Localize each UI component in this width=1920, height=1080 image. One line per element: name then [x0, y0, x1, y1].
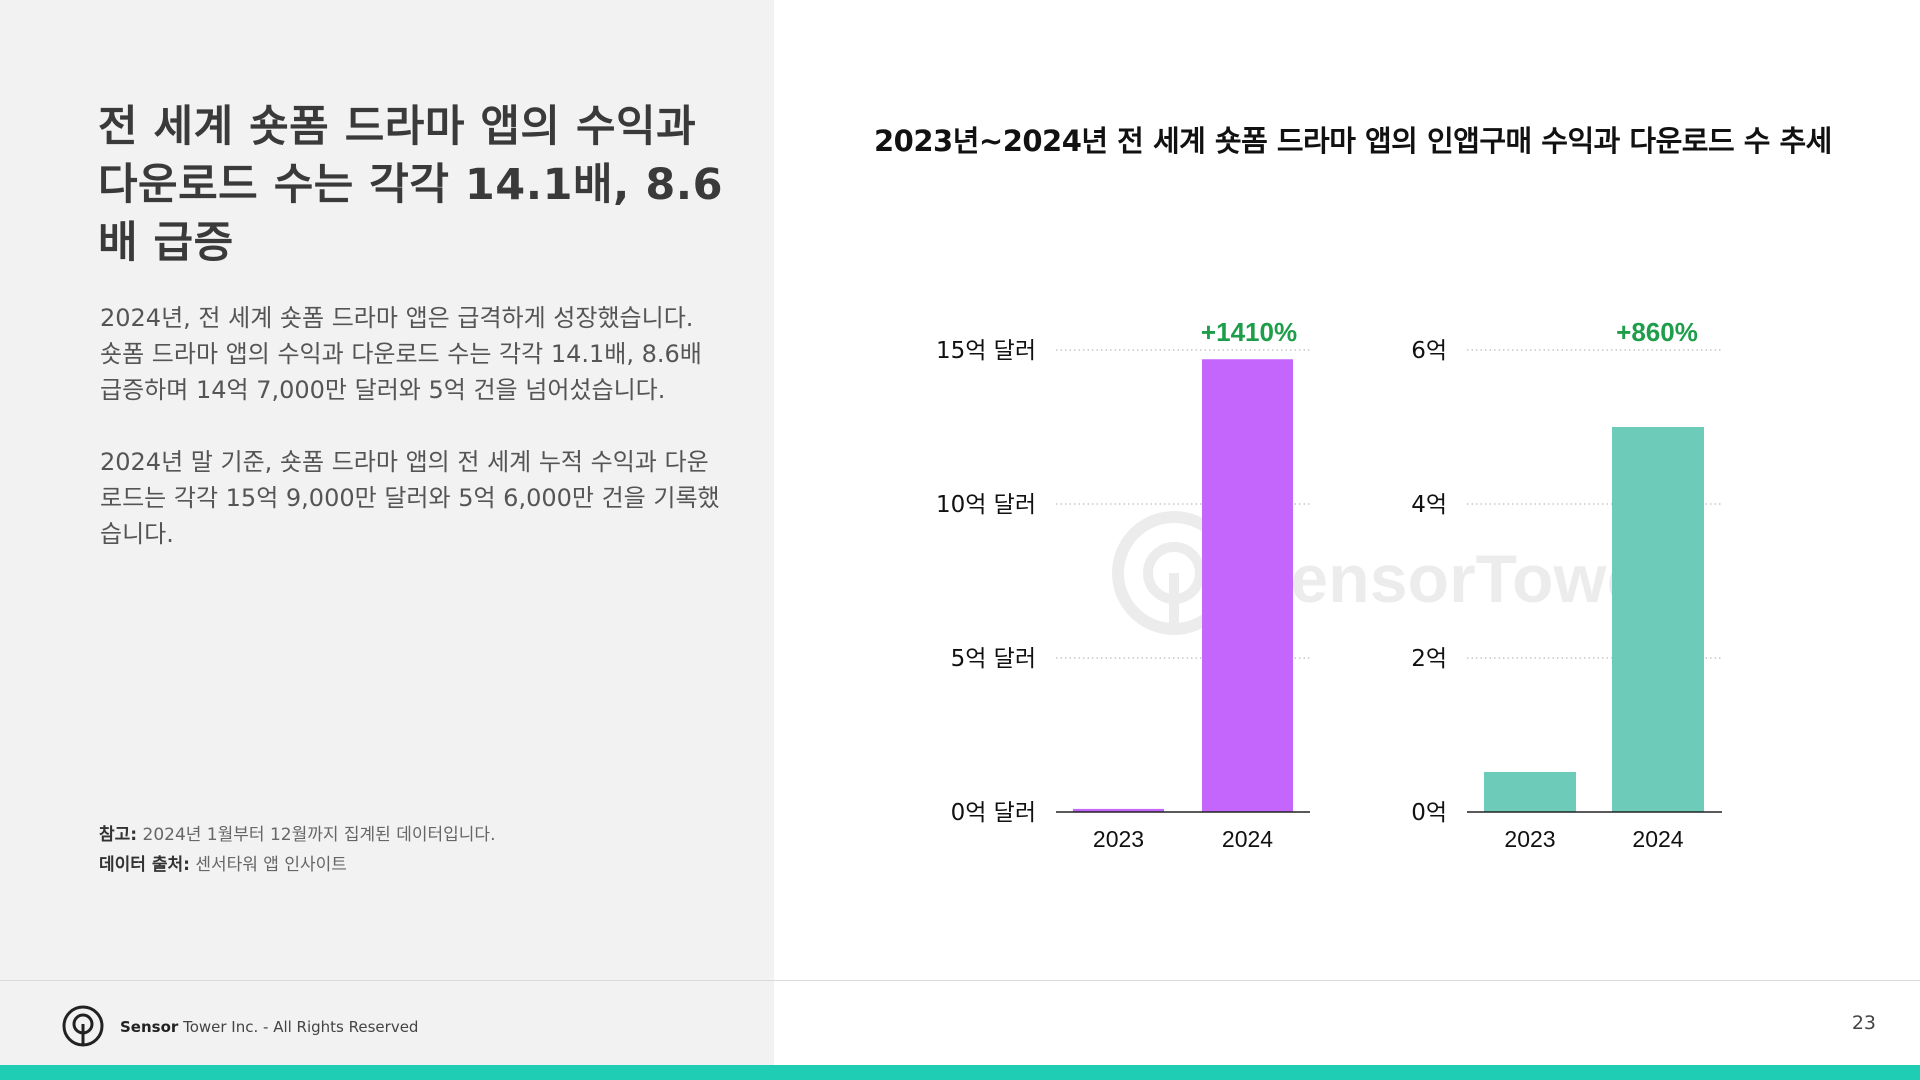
chart-2-bar-2023 — [1484, 771, 1576, 812]
headline: 전 세계 숏폼 드라마 앱의 수익과 다운로드 수는 각각 14.1배, 8.6… — [98, 102, 724, 268]
bar-charts: SensorTower 0억 달러 5억 달러 10억 달러 15억 달러 2023 20… — [936, 317, 1722, 852]
body-paragraph-1: 2024년, 전 세계 숏폼 드라마 앱은 급격하게 성장했습니다. 숏폼 드라… — [100, 304, 702, 404]
sensor-tower-watermark: SensorTower — [1112, 511, 1671, 635]
reference-label: 참고: — [99, 825, 138, 845]
chart-1-bar-2024 — [1202, 359, 1293, 812]
chart-2-y-tick-label: 4억 — [1411, 492, 1447, 518]
chart-1-y-tick-label: 5억 달러 — [951, 646, 1036, 672]
chart-1-x-tick-label: 2024 — [1222, 826, 1273, 852]
sensor-tower-logo-icon — [62, 1005, 104, 1047]
chart-2-growth-label: +860% — [1616, 317, 1698, 347]
chart-2-x-tick-label: 2023 — [1504, 826, 1555, 852]
chart-2-bar-2024 — [1612, 427, 1704, 812]
reference-text: 2024년 1월부터 12월까지 집계된 데이터입니다. — [142, 825, 496, 845]
chart-layer: 0억 달러 5억 달러 10억 달러 15억 달러 2023 2024 +1410% 0억 2억… — [936, 317, 1722, 852]
chart-1-y-tick-label: 0억 달러 — [951, 800, 1036, 826]
body-text: 2024년, 전 세계 숏폼 드라마 앱은 급격하게 성장했습니다. 숏폼 드라… — [100, 300, 720, 588]
reference-note: 참고: 2024년 1월부터 12월까지 집계된 데이터입니다. — [99, 820, 495, 850]
footer-copyright: Sensor Tower Inc. - All Rights Reserved — [120, 1018, 418, 1036]
watermark-text: SensorTower — [1245, 541, 1671, 617]
notes: 참고: 2024년 1월부터 12월까지 집계된 데이터입니다. 데이터 출처:… — [99, 820, 495, 880]
body-paragraph-2: 2024년 말 기준, 숏폼 드라마 앱의 전 세계 누적 수익과 다운로드는 … — [100, 448, 720, 548]
chart-1-y-tick-label: 15억 달러 — [936, 338, 1036, 364]
chart-2-y-tick-label: 6억 — [1411, 338, 1447, 364]
source-note: 데이터 출처: 센서타워 앱 인사이트 — [99, 850, 495, 880]
source-label: 데이터 출처: — [99, 855, 190, 875]
chart-2-x-tick-label: 2024 — [1632, 826, 1683, 852]
chart-2-y-tick-label: 2억 — [1411, 646, 1447, 672]
footer-rights: Tower Inc. - All Rights Reserved — [183, 1018, 419, 1036]
accent-bar — [0, 1065, 1920, 1080]
footer-divider — [0, 980, 1920, 981]
summary-panel — [0, 0, 774, 1065]
chart-1-x-tick-label: 2023 — [1093, 826, 1144, 852]
source-text: 센서타워 앱 인사이트 — [195, 855, 347, 875]
page-number: 23 — [1851, 1012, 1876, 1034]
chart-title: 2023년~2024년 전 세계 숏폼 드라마 앱의 인앱구매 수익과 다운로드… — [874, 124, 1832, 158]
chart-1-y-tick-label: 10억 달러 — [936, 492, 1036, 518]
chart-1-growth-label: +1410% — [1201, 317, 1297, 347]
chart-2-y-tick-label: 0억 — [1411, 800, 1447, 826]
footer-brand: Sensor — [120, 1018, 179, 1036]
chart-1-bar-2023 — [1073, 808, 1164, 812]
